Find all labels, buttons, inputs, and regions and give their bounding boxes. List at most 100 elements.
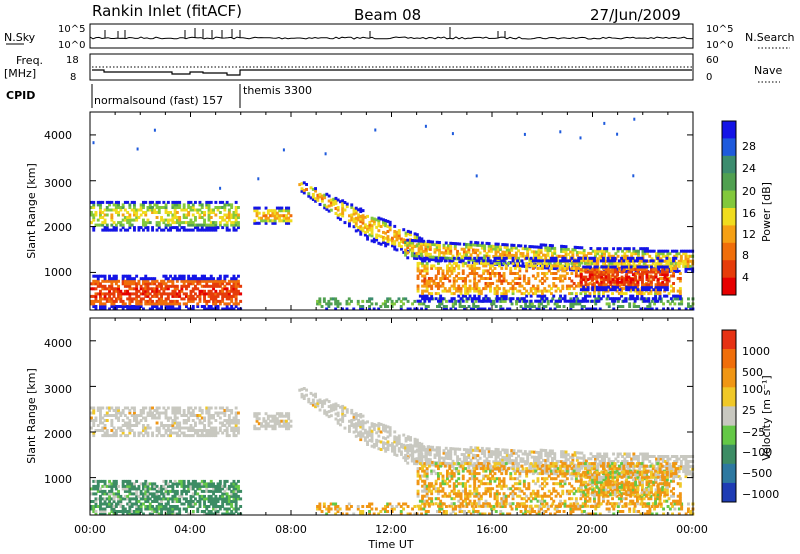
- power-cell: [329, 297, 333, 301]
- power-cell: [489, 259, 492, 263]
- power-cell: [525, 282, 529, 285]
- power-cell: [650, 268, 653, 272]
- power-cell: [590, 256, 594, 260]
- velocity-cell: [203, 502, 206, 506]
- power-cell: [198, 228, 202, 232]
- power-cell: [348, 221, 351, 225]
- freq-tick-bottom: 8: [70, 72, 76, 83]
- velocity-cell: [151, 482, 154, 486]
- power-cell: [473, 282, 477, 285]
- power-cell: [503, 243, 507, 247]
- power-cell: [599, 297, 603, 301]
- power-cell: [173, 203, 177, 207]
- power-cell: [169, 226, 172, 230]
- velocity-cell: [214, 510, 218, 513]
- velocity-cell: [366, 420, 369, 424]
- power-cell: [642, 259, 646, 263]
- power-cell: [634, 269, 638, 273]
- power-cell: [237, 206, 240, 209]
- power-cell: [469, 240, 473, 244]
- velocity-cell: [320, 405, 324, 409]
- power-cell: [160, 284, 163, 288]
- power-cell: [469, 243, 473, 247]
- power-cell: [527, 292, 531, 296]
- power-cell: [126, 284, 130, 288]
- power-cell: [187, 282, 191, 286]
- power-cell: [171, 200, 175, 204]
- velocity-cell: [359, 425, 363, 429]
- power-cell: [218, 277, 222, 281]
- velocity-cell: [123, 414, 127, 417]
- power-cell: [495, 261, 499, 265]
- power-cell: [515, 302, 518, 306]
- velocity-cell: [178, 507, 182, 511]
- power-cell: [350, 299, 353, 303]
- velocity-cell: [271, 417, 275, 421]
- power-cell: [611, 285, 615, 289]
- power-cell: [227, 279, 231, 283]
- power-cell: [640, 256, 644, 260]
- velocity-cell: [157, 494, 161, 498]
- power-cell: [264, 216, 268, 220]
- velocity-cell: [207, 411, 211, 415]
- velocity-cell: [173, 497, 177, 501]
- velocity-cell: [361, 424, 365, 428]
- velocity-cell: [137, 510, 141, 513]
- power-cell: [630, 252, 634, 256]
- velocity-cell: [200, 482, 204, 486]
- power-cell: [207, 208, 211, 212]
- power-cell: [185, 228, 188, 232]
- power-cell: [471, 258, 475, 262]
- power-cell: [119, 206, 123, 209]
- velocity-cell: [363, 438, 367, 442]
- power-cell: [500, 292, 504, 296]
- power-cell: [643, 249, 647, 253]
- power-cell: [96, 277, 100, 281]
- power-cell: [153, 128, 156, 132]
- power-cell: [516, 297, 519, 301]
- power-cell: [443, 287, 447, 291]
- power-cell: [203, 213, 206, 217]
- power-cell: [191, 289, 195, 293]
- power-cell: [504, 297, 508, 301]
- velocity-cell: [187, 487, 191, 491]
- power-cell: [666, 252, 670, 256]
- velocity-cell: [139, 502, 143, 506]
- power-cell: [413, 252, 417, 256]
- velocity-cell: [162, 497, 166, 501]
- power-cell: [146, 228, 150, 232]
- power-cell: [273, 216, 277, 220]
- velocity-cell: [227, 484, 231, 488]
- power-cell: [486, 272, 490, 275]
- power-cell: [655, 254, 658, 258]
- velocity-cell: [194, 489, 197, 493]
- velocity-cell: [151, 512, 154, 516]
- power-cell: [180, 221, 184, 225]
- velocity-cell: [119, 505, 123, 508]
- power-cell: [672, 294, 675, 298]
- power-cell: [126, 297, 130, 301]
- power-cell: [99, 200, 102, 204]
- power-cell: [643, 270, 647, 274]
- power-cell: [278, 214, 282, 218]
- power-cell: [456, 254, 459, 258]
- power-cell: [110, 213, 114, 217]
- power-cell: [180, 226, 184, 230]
- power-cell: [543, 261, 547, 265]
- velocity-cell: [117, 409, 120, 412]
- velocity-cell: [275, 412, 279, 416]
- power-cell: [501, 253, 505, 257]
- power-cell: [525, 269, 529, 273]
- velocity-cell: [221, 492, 225, 496]
- power-cell: [105, 213, 109, 217]
- power-cell: [477, 256, 481, 260]
- power-cell: [230, 216, 234, 219]
- power-cell: [139, 292, 143, 296]
- power-cell: [155, 284, 159, 288]
- velocity-cell: [232, 419, 236, 422]
- power-cell: [421, 284, 424, 288]
- power-cell: [575, 263, 579, 267]
- velocity-cell: [123, 510, 127, 513]
- power-cell: [166, 213, 170, 217]
